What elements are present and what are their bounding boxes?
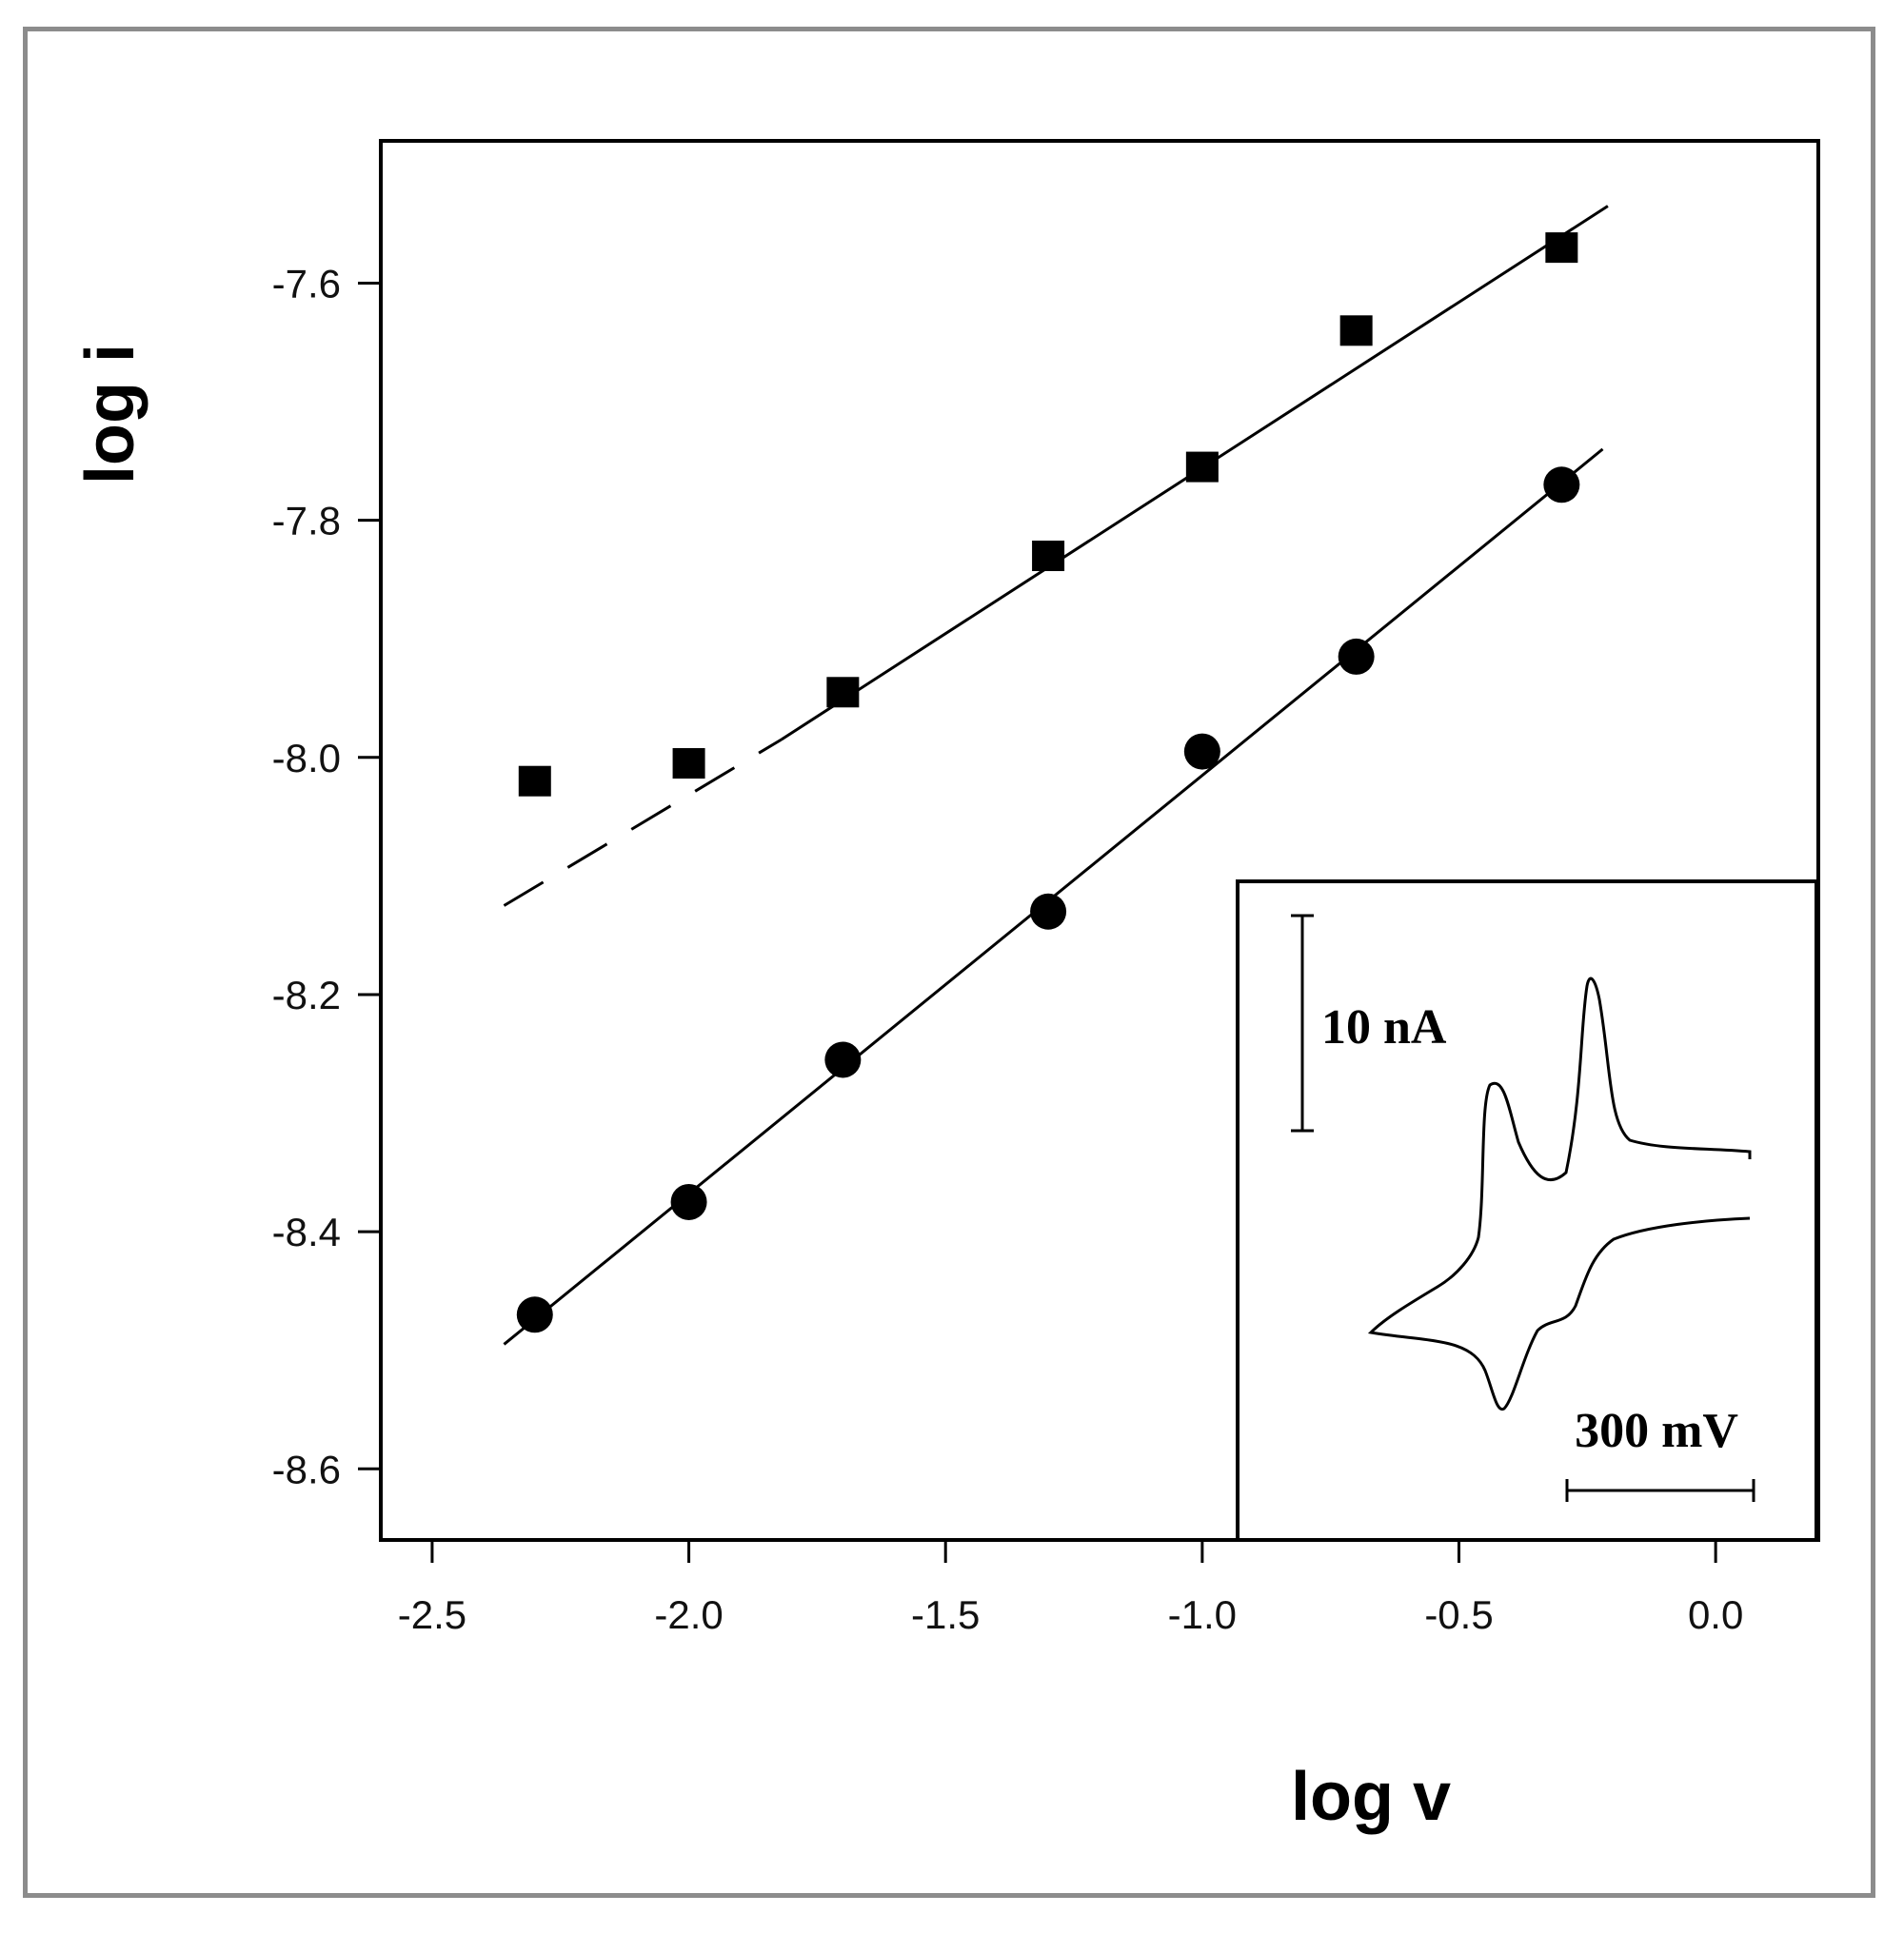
- data-markers: [516, 232, 1580, 1333]
- circle-marker-5: [1183, 733, 1220, 770]
- x-tick-label: -2.0: [654, 1592, 723, 1637]
- circle-marker-1: [516, 1296, 553, 1333]
- y-tick-label: -7.6: [272, 261, 341, 306]
- circle-marker-2: [670, 1183, 707, 1220]
- inset-voltammogram: 10 nA 300 mV: [1236, 879, 1818, 1542]
- y-axis-ticks: -7.6 -7.8 -8.0 -8.2 -8.4 -8.6: [272, 261, 381, 1491]
- y-axis-title: log i: [72, 344, 149, 484]
- circle-marker-6: [1338, 638, 1375, 675]
- x-tick-label: 0.0: [1688, 1592, 1743, 1637]
- square-marker-5: [1185, 451, 1219, 483]
- inset-cv-curve: [1367, 977, 1752, 1411]
- y-tick-label: -7.8: [272, 499, 341, 543]
- figure-frame: [23, 27, 1875, 1898]
- circle-marker-7: [1543, 466, 1580, 503]
- x-tick-label: -2.5: [398, 1592, 466, 1637]
- y-tick-label: -8.0: [272, 736, 341, 780]
- circle-marker-3: [824, 1041, 862, 1078]
- y-tick-label: -8.2: [272, 973, 341, 1017]
- current-scale-label: 10 nA: [1321, 1000, 1447, 1055]
- y-tick-label: -8.4: [272, 1210, 341, 1254]
- circle-marker-4: [1030, 893, 1067, 930]
- square-marker-7: [1545, 232, 1578, 264]
- y-tick-label: -8.6: [272, 1447, 341, 1491]
- fit-line-2-dashed: [503, 738, 783, 907]
- potential-scale-label: 300 mV: [1575, 1404, 1738, 1458]
- inset-border: [1236, 879, 1818, 1542]
- square-marker-3: [826, 677, 860, 708]
- x-axis-title: log v: [1291, 1759, 1451, 1835]
- x-tick-label: -1.0: [1168, 1592, 1237, 1637]
- square-marker-1: [518, 765, 551, 797]
- plot-area-border: [379, 139, 1820, 1542]
- x-tick-label: -1.5: [911, 1592, 980, 1637]
- square-marker-2: [672, 748, 705, 780]
- square-marker-4: [1032, 541, 1065, 572]
- x-axis-ticks: -2.5 -2.0 -1.5 -1.0 -0.5 0.0: [398, 1540, 1743, 1637]
- square-marker-6: [1339, 315, 1373, 346]
- x-tick-label: -0.5: [1424, 1592, 1493, 1637]
